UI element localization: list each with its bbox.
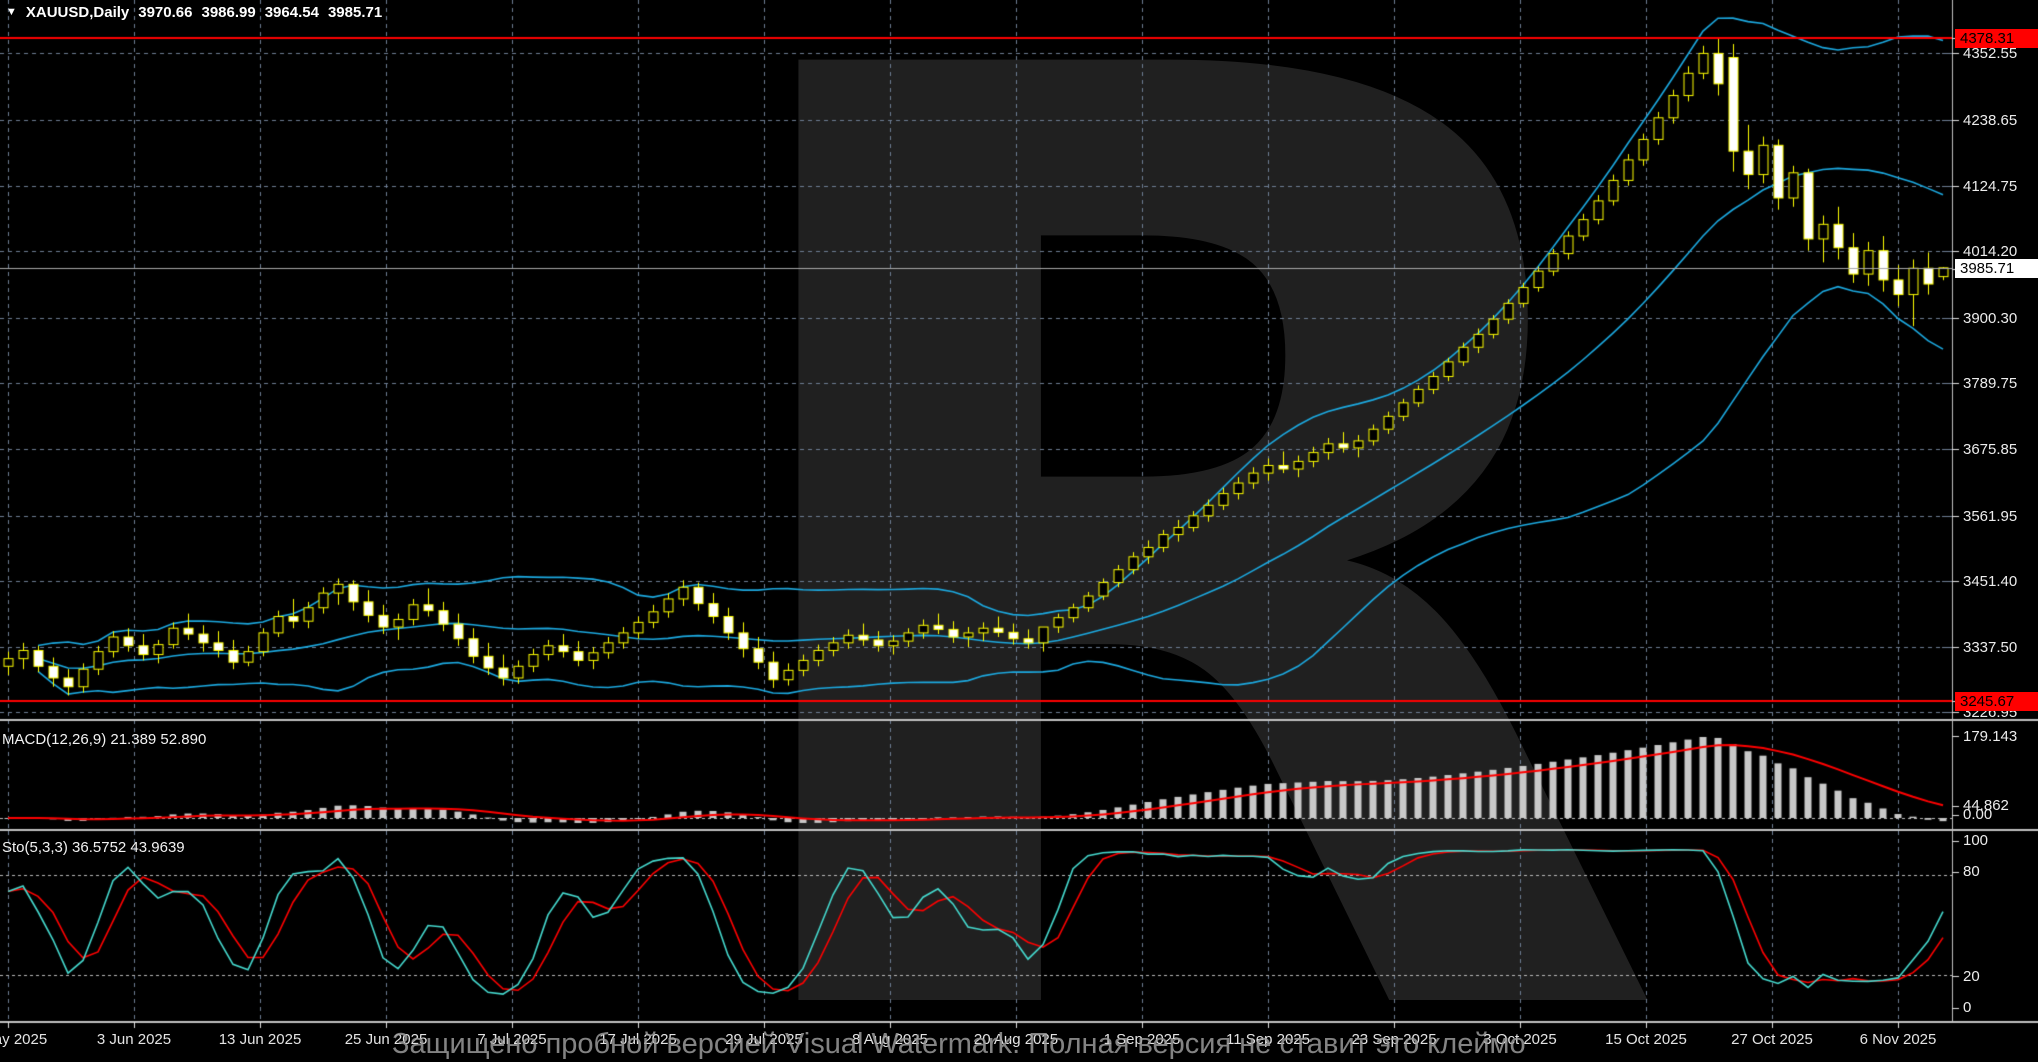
price-axis-label: 4124.75 [1963, 178, 2018, 196]
price-axis-label: 4014.20 [1963, 243, 2018, 261]
date-label: 23 Sep 2025 [1351, 1031, 1437, 1048]
date-label: 3 Oct 2025 [1483, 1031, 1557, 1048]
date-label: 20 Aug 2025 [973, 1031, 1059, 1048]
symbol-marker-icon[interactable]: ▼ [6, 6, 17, 18]
price-axis-label: 3900.30 [1963, 309, 2018, 327]
price-axis-label: 4352.55 [1963, 45, 2018, 63]
title-low: 3964.54 [264, 4, 319, 21]
price-axis-label: 4238.65 [1963, 111, 2018, 129]
date-label: 29 Jul 2025 [725, 1031, 803, 1048]
support-price-tag: 3245.67 [1955, 692, 2038, 711]
date-label: 27 Oct 2025 [1731, 1031, 1813, 1048]
resistance-price-tag: 4378.31 [1955, 29, 2038, 48]
sto-scale-label: 80 [1963, 863, 1980, 880]
date-label: 3 Jun 2025 [96, 1031, 172, 1048]
sto-scale-label: 100 [1963, 832, 1989, 849]
date-label: 2 May 2025 [0, 1031, 48, 1048]
title-open: 3970.66 [138, 4, 193, 21]
macd-scale-label: 179.143 [1963, 728, 2018, 745]
date-label: 8 Aug 2025 [852, 1031, 928, 1048]
sto-scale-label: 0 [1963, 999, 1972, 1016]
watermark-trial-text: Защищено пробной версией Visual Watermar… [392, 1028, 1526, 1060]
sto-scale-label: 20 [1963, 968, 1980, 985]
chart-title: ▼ XAUUSD,Daily 3970.66 3986.99 3964.54 3… [6, 4, 382, 21]
date-label: 17 Jul 2025 [599, 1031, 677, 1048]
stochastic-indicator-label: Sto(5,3,3) 36.5752 43.9639 [2, 839, 185, 856]
date-label: 11 Sep 2025 [1226, 1031, 1310, 1048]
macd-scale-label: 0.00 [1963, 806, 1993, 823]
macd-scale-label: 44.862 [1963, 797, 2009, 814]
price-axis-label: 3337.50 [1963, 639, 2018, 657]
symbol-period: XAUUSD,Daily [25, 4, 130, 21]
title-high: 3986.99 [201, 4, 256, 21]
current-price-tag: 3985.71 [1955, 259, 2038, 278]
price-axis-label: 3675.85 [1963, 441, 2018, 459]
price-axis-label: 3451.40 [1963, 572, 2018, 590]
date-label: 6 Nov 2025 [1859, 1031, 1937, 1048]
date-label: 7 Jul 2025 [477, 1031, 547, 1048]
date-label: 1 Sep 2025 [1103, 1031, 1181, 1048]
title-close: 3985.71 [327, 4, 383, 21]
macd-indicator-label: MACD(12,26,9) 21.389 52.890 [2, 731, 207, 748]
date-label: 13 Jun 2025 [218, 1031, 302, 1048]
price-axis-label: 3561.95 [1963, 507, 2018, 525]
date-label: 25 Jun 2025 [344, 1031, 428, 1048]
date-label: 15 Oct 2025 [1605, 1031, 1687, 1048]
price-axis-label: 3789.75 [1963, 374, 2018, 392]
